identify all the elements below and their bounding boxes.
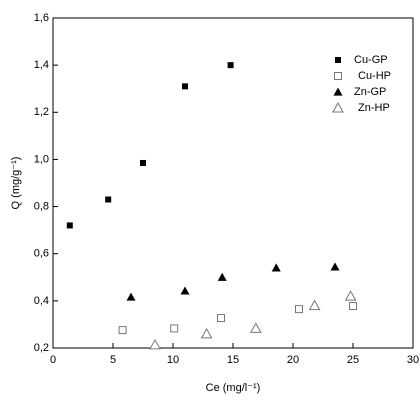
x-tick-label: 15 <box>227 354 239 366</box>
x-tick-label: 30 <box>407 354 419 366</box>
legend-marker <box>332 101 344 113</box>
y-tick-label: 0,4 <box>34 295 49 307</box>
x-tick-label: 5 <box>110 354 116 366</box>
point <box>105 196 112 203</box>
y-tick-label: 1,4 <box>34 59 49 71</box>
point <box>170 324 179 333</box>
x-tick-label: 0 <box>50 354 56 366</box>
point <box>217 272 227 281</box>
point <box>180 286 190 295</box>
point <box>344 290 357 301</box>
point <box>295 305 303 314</box>
legend-label: Zn-HP <box>358 102 390 114</box>
legend-label: Cu-HP <box>358 70 391 82</box>
point <box>271 263 281 272</box>
point <box>126 292 136 301</box>
point <box>182 83 188 90</box>
point <box>217 314 225 323</box>
legend-marker <box>333 87 343 96</box>
y-tick-label: 0,6 <box>34 248 49 260</box>
y-tick-label: 1,2 <box>34 106 49 118</box>
x-tick-label: 10 <box>167 354 179 366</box>
point <box>66 222 73 229</box>
point <box>308 299 321 311</box>
y-tick-label: 1,0 <box>34 153 49 165</box>
legend-label: Cu-GP <box>354 54 388 66</box>
point <box>200 327 213 339</box>
x-axis-label: Ce (mg/l⁻¹) <box>206 382 261 394</box>
point <box>349 302 357 311</box>
point <box>149 338 161 350</box>
point <box>140 159 146 166</box>
y-axis-label: Q (mg/g⁻¹) <box>10 157 22 210</box>
point <box>249 322 262 333</box>
legend-marker <box>334 72 342 80</box>
point <box>118 326 127 335</box>
point <box>227 62 234 69</box>
y-tick-label: 1,6 <box>34 12 49 24</box>
x-tick-label: 25 <box>347 354 359 366</box>
y-tick-label: 0,8 <box>34 200 49 212</box>
legend-label: Zn-GP <box>354 86 386 98</box>
legend-marker <box>335 57 341 63</box>
point <box>330 262 340 271</box>
y-tick-label: 0,2 <box>34 342 49 354</box>
x-tick-label: 20 <box>287 354 299 366</box>
